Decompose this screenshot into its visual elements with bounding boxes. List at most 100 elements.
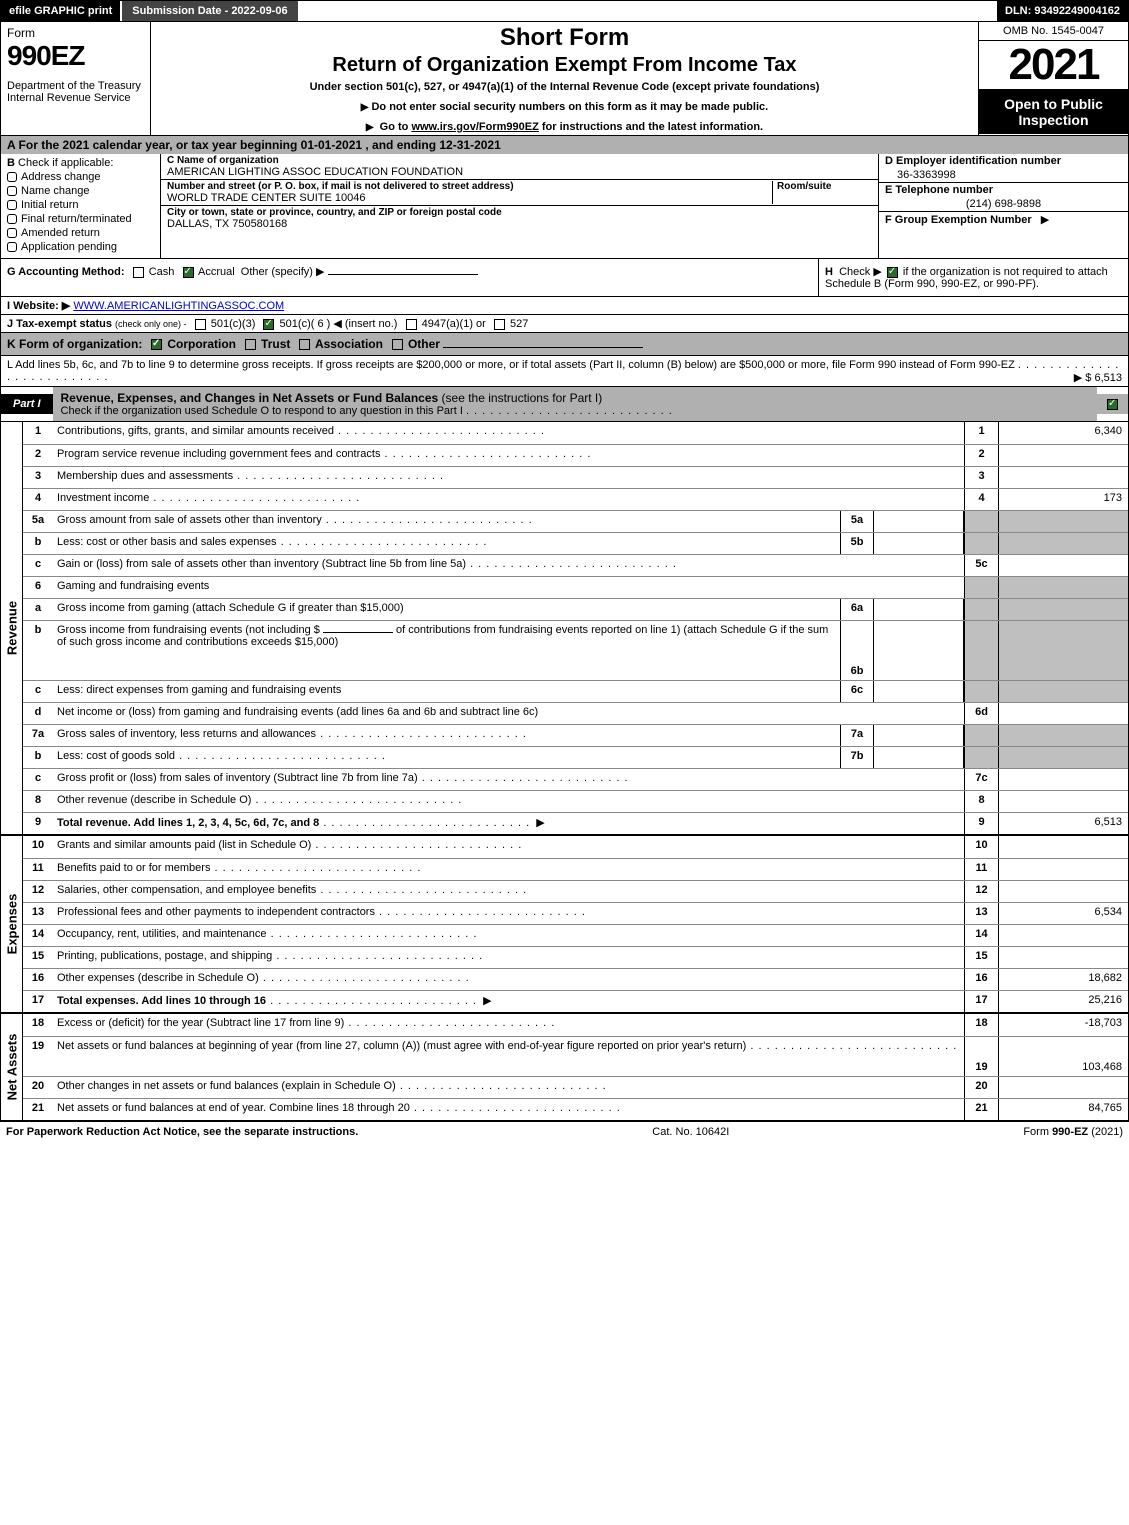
line-num: 20 — [23, 1077, 53, 1098]
website-link[interactable]: WWW.AMERICANLIGHTINGASSOC.COM — [73, 300, 284, 312]
line-h: H Check ▶ if the organization is not req… — [818, 259, 1128, 296]
accrual-label: Accrual — [198, 266, 235, 278]
chk-label: Name change — [21, 185, 90, 197]
chk-amended-return[interactable]: Amended return — [7, 227, 154, 239]
city: DALLAS, TX 750580168 — [167, 218, 872, 230]
line-16: 16 Other expenses (describe in Schedule … — [23, 968, 1128, 990]
checkbox-association[interactable] — [299, 339, 310, 350]
checkbox-501c[interactable] — [263, 319, 274, 330]
box-d-e-f: D Employer identification number 36-3363… — [878, 154, 1128, 258]
other-label: Other (specify) ▶ — [241, 266, 325, 278]
blank-line — [323, 632, 393, 633]
checkbox-501c3[interactable] — [195, 319, 206, 330]
line-value — [998, 599, 1128, 620]
j-501c3: 501(c)(3) — [211, 318, 256, 330]
revenue-grid: 1 Contributions, gifts, grants, and simi… — [23, 422, 1128, 834]
line-k: K Form of organization: Corporation Trus… — [0, 332, 1129, 355]
line-desc: Less: cost or other basis and sales expe… — [53, 533, 840, 554]
line-ref: 10 — [964, 836, 998, 858]
line-ref: 2 — [964, 445, 998, 466]
net-assets-grid: 18 Excess or (deficit) for the year (Sub… — [23, 1014, 1128, 1120]
checkbox-icon — [7, 186, 17, 196]
line-value — [998, 533, 1128, 554]
chk-address-change[interactable]: Address change — [7, 171, 154, 183]
line-desc: Gross income from gaming (attach Schedul… — [53, 599, 840, 620]
line-ref: 9 — [964, 813, 998, 834]
line-num: 6 — [23, 577, 53, 598]
title-short-form: Short Form — [159, 24, 970, 52]
expenses-section: Expenses 10 Grants and similar amounts p… — [0, 834, 1129, 1012]
irs-link-text: www.irs.gov/Form990EZ — [411, 121, 538, 133]
line-num: 3 — [23, 467, 53, 488]
line-num: a — [23, 599, 53, 620]
footer-right: Form 990-EZ (2021) — [1023, 1126, 1123, 1138]
revenue-section: Revenue 1 Contributions, gifts, grants, … — [0, 422, 1129, 834]
checkbox-schedule-o[interactable] — [1107, 399, 1118, 410]
line-value — [998, 445, 1128, 466]
part1-checkbox-cell — [1097, 394, 1128, 414]
dln: DLN: 93492249004162 — [997, 1, 1128, 21]
line-value: -18,703 — [998, 1014, 1128, 1036]
j-sub: (check only one) - — [115, 319, 187, 329]
checkbox-schedule-b[interactable] — [887, 267, 898, 278]
chk-name-change[interactable]: Name change — [7, 185, 154, 197]
line-ref — [964, 599, 998, 620]
line-num: 14 — [23, 925, 53, 946]
line-desc: Occupancy, rent, utilities, and maintena… — [53, 925, 964, 946]
chk-label: Address change — [21, 171, 101, 183]
line-num: 21 — [23, 1099, 53, 1120]
row-g-h: G Accounting Method: Cash Accrual Other … — [0, 259, 1129, 296]
line-num: 1 — [23, 422, 53, 444]
line-i: I Website: ▶ WWW.AMERICANLIGHTINGASSOC.C… — [0, 296, 1129, 314]
goto-note: Go to www.irs.gov/Form990EZ for instruct… — [159, 121, 970, 133]
line-3: 3 Membership dues and assessments 3 — [23, 466, 1128, 488]
h-label: H — [825, 266, 833, 278]
line-num: 15 — [23, 947, 53, 968]
line-ref: 4 — [964, 489, 998, 510]
line-num: 5a — [23, 511, 53, 532]
line-value — [998, 555, 1128, 576]
group-exemption: F Group Exemption Number ▶ — [879, 211, 1128, 227]
checkbox-accrual[interactable] — [183, 267, 194, 278]
room-label: Room/suite — [777, 181, 872, 192]
line-j: J Tax-exempt status (check only one) - 5… — [0, 314, 1129, 332]
chk-initial-return[interactable]: Initial return — [7, 199, 154, 211]
footer-left: For Paperwork Reduction Act Notice, see … — [6, 1126, 358, 1138]
line-6c: c Less: direct expenses from gaming and … — [23, 680, 1128, 702]
address: WORLD TRADE CENTER SUITE 10046 — [167, 192, 772, 204]
header-right: OMB No. 1545-0047 2021 Open to Public In… — [978, 22, 1128, 135]
checkbox-other[interactable] — [392, 339, 403, 350]
line-desc: Total revenue. Add lines 1, 2, 3, 4, 5c,… — [53, 813, 964, 834]
chk-final-return[interactable]: Final return/terminated — [7, 213, 154, 225]
line-num: 18 — [23, 1014, 53, 1036]
line-desc: Net assets or fund balances at end of ye… — [53, 1099, 964, 1120]
line-desc: Less: direct expenses from gaming and fu… — [53, 681, 840, 702]
checkbox-4947[interactable] — [406, 319, 417, 330]
line-ref — [964, 725, 998, 746]
line-desc: Gross amount from sale of assets other t… — [53, 511, 840, 532]
line-desc: Net income or (loss) from gaming and fun… — [53, 703, 964, 724]
mid-value — [874, 725, 964, 746]
checkbox-corporation[interactable] — [151, 339, 162, 350]
line-num: 7a — [23, 725, 53, 746]
line-desc: Gross sales of inventory, less returns a… — [53, 725, 840, 746]
line-num: 10 — [23, 836, 53, 858]
checkbox-cash[interactable] — [133, 267, 144, 278]
line-value — [998, 577, 1128, 598]
line-desc: Grants and similar amounts paid (list in… — [53, 836, 964, 858]
i-label: I Website: ▶ — [7, 300, 70, 312]
line-14: 14 Occupancy, rent, utilities, and maint… — [23, 924, 1128, 946]
submission-date: Submission Date - 2022-09-06 — [120, 1, 297, 21]
checkbox-527[interactable] — [494, 319, 505, 330]
checkbox-trust[interactable] — [245, 339, 256, 350]
j-label: J Tax-exempt status — [7, 318, 112, 330]
line-ref: 13 — [964, 903, 998, 924]
line-6a: a Gross income from gaming (attach Sched… — [23, 598, 1128, 620]
chk-application-pending[interactable]: Application pending — [7, 241, 154, 253]
mid-value — [874, 599, 964, 620]
line-value — [998, 836, 1128, 858]
k-trust: Trust — [261, 337, 290, 351]
irs-link[interactable]: www.irs.gov/Form990EZ — [411, 121, 538, 133]
line-value: 103,468 — [998, 1037, 1128, 1076]
k-corp: Corporation — [167, 337, 236, 351]
